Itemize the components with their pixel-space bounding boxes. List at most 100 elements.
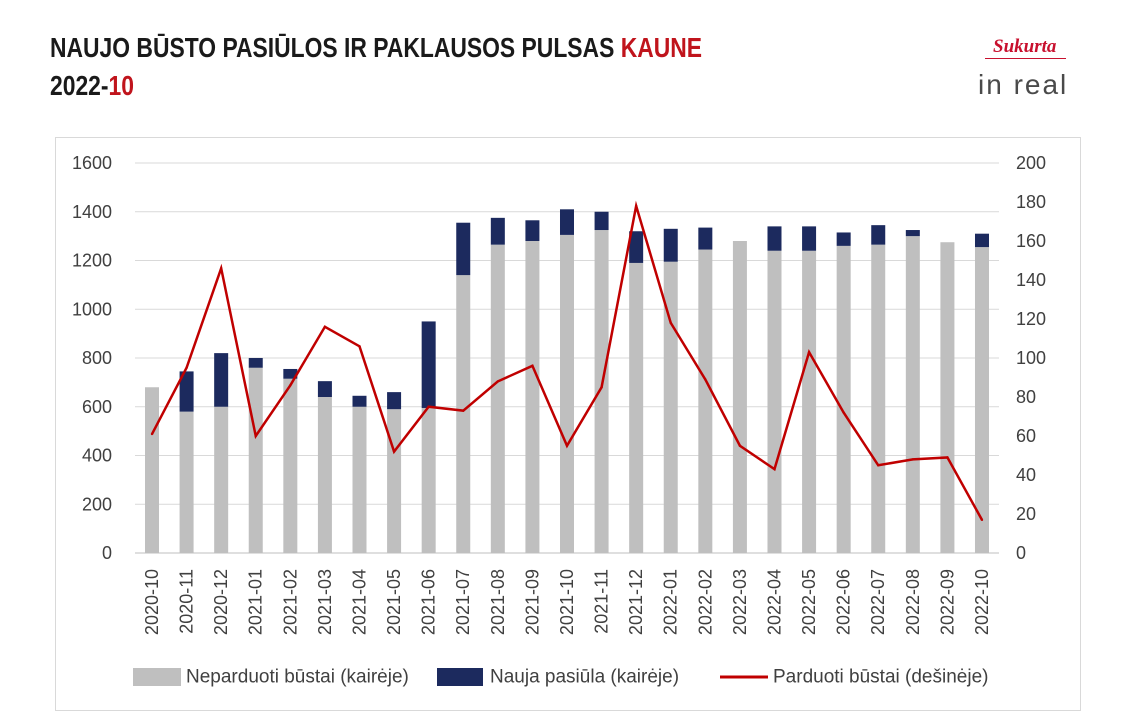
x-tick-label: 2022-04	[764, 569, 784, 635]
bar-unsold	[594, 230, 609, 553]
x-tick-label: 2022-06	[834, 569, 854, 635]
bar-new-supply	[905, 230, 920, 237]
bar-new-supply	[490, 217, 505, 245]
legend-item-new-supply: Nauja pasiūla (kairėje)	[437, 667, 679, 688]
y-tick-label-left: 1200	[72, 251, 112, 271]
bar-unsold	[767, 250, 782, 553]
line-point-sold	[842, 411, 845, 414]
bar-unsold	[456, 275, 471, 553]
bar-unsold	[317, 397, 332, 553]
bar-unsold	[663, 261, 678, 553]
y-tick-label-right: 200	[1016, 153, 1046, 173]
y-tick-label-left: 1600	[72, 153, 112, 173]
y-axis-left: 0 200 400 600 800 1000 1200 1400 1600	[72, 153, 112, 563]
bar-unsold	[836, 245, 851, 553]
legend: Neparduoti būstai (kairėje) Nauja pasiūl…	[133, 667, 988, 688]
bar-new-supply	[767, 226, 782, 251]
page-title: NAUJO BŪSTO PASIŪLOS IR PAKLAUSOS PULSAS…	[50, 34, 702, 62]
line-point-sold	[254, 434, 257, 438]
bar-new-supply	[871, 225, 886, 245]
x-tick-label: 2022-02	[695, 569, 715, 635]
bar-unsold	[629, 262, 644, 553]
x-tick-label: 2022-10	[972, 569, 992, 635]
x-tick-label: 2022-01	[661, 569, 681, 635]
chart-frame	[55, 137, 1081, 711]
y-tick-label-right: 60	[1016, 426, 1036, 446]
line-point-sold	[289, 384, 292, 387]
y-tick-label-right: 120	[1016, 309, 1046, 329]
line-point-sold	[565, 444, 569, 447]
line-point-sold	[531, 364, 534, 367]
line-point-sold	[980, 518, 984, 522]
line-point-sold	[704, 378, 707, 381]
bars	[145, 209, 989, 553]
line-point-sold	[634, 204, 638, 208]
bar-new-supply	[283, 368, 298, 379]
legend-item-unsold: Neparduoti būstai (kairėje)	[133, 667, 409, 688]
line-point-sold	[738, 444, 742, 447]
bar-unsold	[559, 234, 574, 553]
line-point-sold	[427, 405, 430, 408]
bar-unsold	[940, 242, 955, 553]
line-point-sold	[323, 325, 327, 328]
line-point-sold	[807, 350, 811, 354]
line-point-sold	[669, 321, 672, 325]
bar-unsold	[421, 407, 436, 553]
logo-brand: in real	[978, 69, 1069, 100]
y-tick-label-right: 100	[1016, 348, 1046, 368]
logo-tagline: Sukurta	[993, 36, 1057, 57]
bar-new-supply	[629, 231, 644, 263]
logo-underline	[985, 58, 1066, 59]
bar-unsold	[871, 244, 886, 553]
y-tick-label-left: 1400	[72, 202, 112, 222]
bar-unsold	[698, 249, 713, 553]
bar-new-supply	[387, 392, 402, 410]
legend-label-unsold: Neparduoti būstai (kairėje)	[186, 667, 409, 688]
period-month: 10	[108, 70, 134, 101]
bar-unsold	[145, 387, 159, 553]
x-tick-label: 2020-12	[211, 569, 231, 635]
x-tick-label: 2021-11	[592, 569, 612, 634]
line-point-sold	[185, 366, 188, 369]
title-city: KAUNE	[620, 32, 703, 63]
y-tick-label-right: 180	[1016, 192, 1046, 212]
x-tick-label: 2021-07	[453, 569, 473, 635]
y-tick-label-left: 400	[82, 446, 112, 466]
line-point-sold	[496, 380, 500, 383]
x-tick-label: 2021-01	[246, 569, 266, 635]
x-tick-label: 2021-09	[522, 569, 542, 635]
x-tick-label: 2022-08	[903, 569, 923, 635]
bar-new-supply	[663, 228, 678, 262]
bar-new-supply	[525, 220, 540, 241]
bar-new-supply	[802, 226, 817, 251]
bar-unsold	[525, 241, 540, 553]
x-tick-label: 2022-05	[799, 569, 819, 635]
legend-label-new-supply: Nauja pasiūla (kairėje)	[490, 667, 679, 688]
bar-unsold	[802, 250, 817, 553]
y-tick-label-left: 200	[82, 494, 112, 514]
line-point-sold	[462, 409, 465, 412]
y-tick-label-right: 40	[1016, 465, 1036, 485]
line-point-sold	[150, 432, 154, 436]
x-tick-label: 2021-04	[349, 569, 369, 635]
y-tick-label-left: 800	[82, 348, 112, 368]
legend-label-sold: Parduoti būstai (dešinėje)	[773, 667, 988, 688]
bar-unsold	[974, 247, 989, 553]
line-point-sold	[219, 267, 223, 270]
bar-new-supply	[214, 353, 229, 407]
x-tick-label: 2020-11	[177, 569, 197, 634]
y-tick-label-right: 0	[1016, 543, 1026, 563]
bar-unsold	[387, 409, 402, 553]
x-tick-label: 2020-10	[142, 569, 162, 635]
x-tick-label: 2021-03	[315, 569, 335, 635]
x-tick-label: 2021-02	[280, 569, 300, 635]
x-tick-label: 2021-10	[557, 569, 577, 635]
line-point-sold	[946, 456, 949, 459]
y-tick-label-right: 160	[1016, 231, 1046, 251]
bar-unsold	[179, 411, 194, 553]
x-tick-label: 2021-06	[419, 569, 439, 635]
bar-new-supply	[698, 227, 713, 250]
title-text: NAUJO BŪSTO PASIŪLOS IR PAKLAUSOS PULSAS	[50, 32, 615, 63]
